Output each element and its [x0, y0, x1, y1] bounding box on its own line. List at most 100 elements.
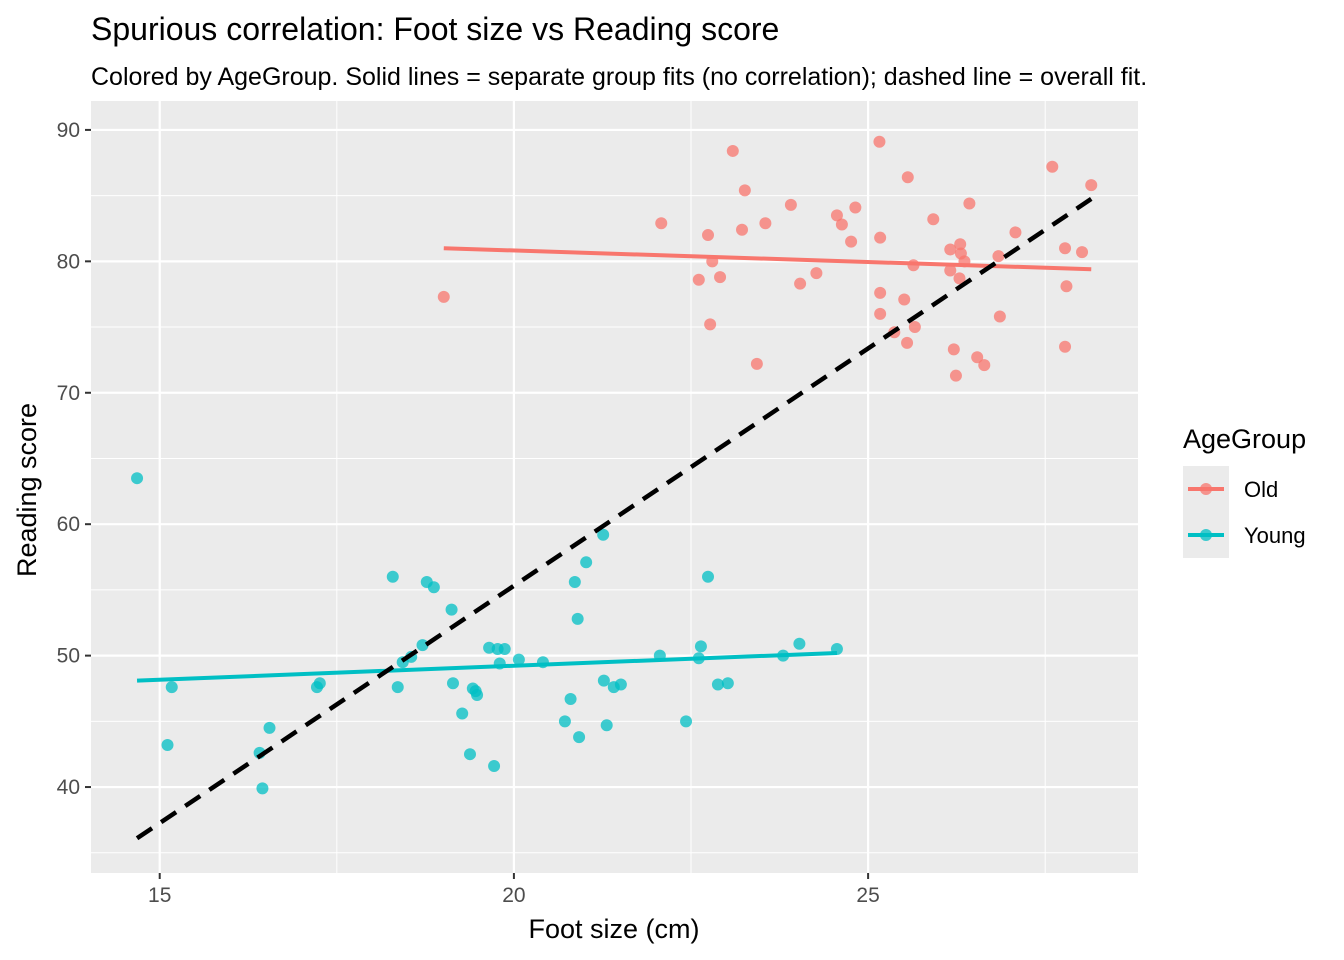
point-old	[978, 359, 991, 372]
legend-title: AgeGroup	[1183, 424, 1306, 454]
point-young	[161, 738, 174, 751]
point-young	[597, 674, 610, 687]
point-old	[759, 217, 772, 230]
point-young	[680, 715, 693, 728]
point-young	[256, 782, 269, 795]
chart-subtitle: Colored by AgeGroup. Solid lines = separ…	[91, 63, 1147, 91]
x-tick-label: 15	[148, 884, 171, 907]
legend-key-point	[1200, 483, 1212, 495]
point-young	[445, 603, 458, 616]
point-young	[313, 677, 326, 690]
point-old	[1085, 179, 1098, 192]
overall-fit-line	[135, 197, 1093, 841]
point-old	[1060, 280, 1073, 293]
point-old	[704, 318, 717, 331]
point-old	[830, 209, 843, 222]
point-young	[721, 677, 734, 690]
point-old	[993, 310, 1006, 323]
point-old	[1059, 242, 1072, 255]
y-tick-label: 90	[57, 119, 80, 142]
point-old	[954, 238, 967, 251]
y-tick-label: 70	[57, 382, 80, 405]
point-young	[488, 760, 501, 773]
point-old	[726, 144, 739, 157]
data-marks	[131, 135, 1098, 841]
point-young	[463, 748, 476, 761]
point-young	[571, 612, 584, 625]
point-young	[263, 721, 276, 734]
point-old	[738, 184, 751, 197]
point-old	[845, 235, 858, 248]
point-young	[600, 719, 613, 732]
point-young	[564, 692, 577, 705]
point-old	[944, 264, 957, 277]
point-young	[694, 640, 707, 653]
point-old	[953, 272, 966, 285]
point-old	[849, 201, 862, 214]
point-old	[750, 357, 763, 370]
point-old	[898, 293, 911, 306]
point-young	[580, 556, 593, 569]
y-tick-label: 50	[57, 645, 80, 668]
y-tick-label: 60	[57, 513, 80, 536]
point-old	[963, 197, 976, 210]
point-young	[498, 643, 511, 656]
point-young	[471, 689, 484, 702]
point-old	[874, 307, 887, 320]
point-old	[702, 229, 715, 242]
y-tick-label: 80	[57, 250, 80, 273]
plot-panel	[91, 101, 1138, 873]
point-young	[558, 715, 571, 728]
point-old	[901, 171, 914, 184]
point-old	[1076, 246, 1089, 259]
y-axis-label: Reading score	[12, 403, 42, 577]
point-young	[131, 472, 144, 485]
point-young	[165, 681, 178, 694]
point-young	[416, 639, 429, 652]
point-old	[908, 321, 921, 334]
legend-key-point	[1200, 529, 1212, 541]
point-young	[573, 731, 586, 744]
point-old	[784, 198, 797, 211]
point-young	[614, 678, 627, 691]
point-old	[692, 273, 705, 286]
fit-line-old	[443, 246, 1092, 272]
legend-label-old: Old	[1244, 477, 1278, 502]
point-young	[702, 570, 715, 583]
point-young	[568, 576, 581, 589]
point-young	[456, 707, 469, 720]
x-tick-label: 20	[502, 884, 525, 907]
point-old	[947, 343, 960, 356]
axis-ticks: 15 20 25 40 50 60 70 80 90	[57, 119, 880, 907]
x-tick-label: 25	[856, 884, 879, 907]
point-old	[901, 336, 914, 349]
point-old	[655, 217, 668, 230]
point-young	[512, 653, 525, 666]
point-young	[793, 637, 806, 650]
point-old	[874, 286, 887, 299]
point-old	[794, 277, 807, 290]
chart-title: Spurious correlation: Foot size vs Readi…	[91, 11, 779, 47]
point-old	[927, 213, 940, 226]
point-old	[835, 218, 848, 231]
point-young	[386, 570, 399, 583]
x-axis-label: Foot size (cm)	[528, 914, 699, 944]
legend: AgeGroup Old Young	[1183, 424, 1306, 558]
point-old	[1059, 340, 1072, 353]
point-young	[711, 678, 724, 691]
point-old	[1046, 160, 1059, 173]
point-old	[437, 290, 450, 303]
fit-line-young	[136, 650, 838, 683]
grid-lines	[91, 101, 1138, 873]
y-tick-label: 40	[57, 776, 80, 799]
point-old	[873, 135, 886, 148]
point-young	[391, 681, 404, 694]
legend-label-young: Young	[1244, 523, 1306, 548]
point-old	[971, 351, 984, 364]
point-young	[597, 528, 610, 541]
point-old	[874, 231, 887, 244]
point-old	[1009, 226, 1022, 239]
point-old	[992, 250, 1005, 263]
point-old	[944, 243, 957, 256]
